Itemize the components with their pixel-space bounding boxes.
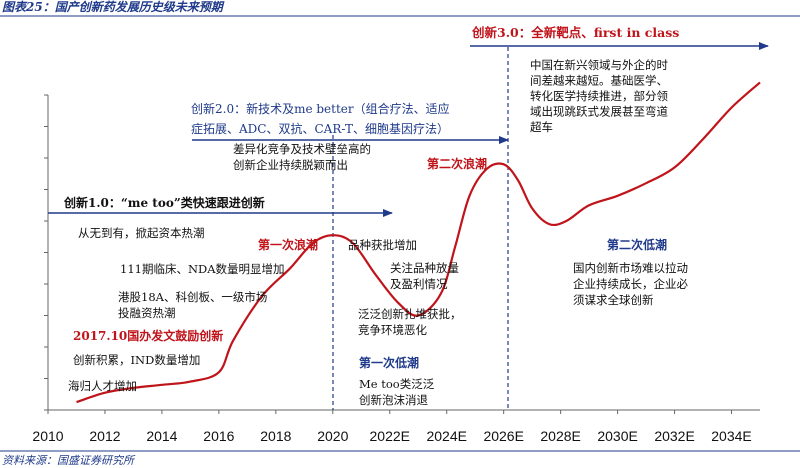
note-pan-innovation: 泛泛创新扎堆获批， 竞争环境恶化 <box>358 307 462 337</box>
note-line: 创新泡沫消退 <box>359 393 428 407</box>
note-line: Me too类泛泛 <box>359 377 435 391</box>
phase1-label: 创新1.0：“me too”类快速跟进创新 <box>63 195 265 210</box>
note-approvals: 品种获批增加 <box>348 238 417 252</box>
phase2-label-line1: 创新2.0：新技术及me better（组合疗法、适应 <box>191 101 450 116</box>
note-line: 港股18A、科创板、一级市场 <box>118 290 267 304</box>
note-metoo-bubble: Me too类泛泛创新泡沫消退 <box>359 377 435 407</box>
note-line: 泛泛创新扎堆获批， <box>358 307 462 321</box>
note-line: 企业持续成长，企业必 <box>573 277 688 291</box>
x-tick-label-2012: 2012 <box>89 428 120 444</box>
x-tick-label-2030E: 2030E <box>597 428 637 444</box>
innovation-trend-line <box>76 81 761 404</box>
x-tick-label-2032E: 2032E <box>654 428 694 444</box>
note-line: 转化医学持续推进，部分领 <box>530 89 668 103</box>
note-ind: 创新积累，IND数量增加 <box>73 353 200 367</box>
note-line: 差异化竞争及技术壁垒高的 <box>233 142 371 156</box>
source-note: 资料来源：国盛证券研究所 <box>2 454 136 467</box>
figure-title: 图表25：国产创新药发展历史级未来预期 <box>2 0 225 14</box>
x-tick-label-2018: 2018 <box>260 428 291 444</box>
note-line: 及盈利情况 <box>390 277 448 291</box>
note-line: 创新企业持续脱颖而出 <box>233 158 348 172</box>
note-domestic-market: 国内创新市场难以拉动企业持续成长，企业必须谋求全球创新 <box>573 261 688 307</box>
note-line: 超车 <box>530 120 553 134</box>
note-line: 中国在新兴领域与外企的时 <box>530 58 668 72</box>
note-from-zero: 从无到有，掀起资本热潮 <box>78 226 205 240</box>
wave1-label: 第一次浪潮 <box>258 237 318 252</box>
x-tick-label-2024E: 2024E <box>426 428 466 444</box>
trough2-label: 第二次低潮 <box>607 237 667 252</box>
note-policy-2017: 2017.10国办发文鼓励创新 <box>73 328 223 343</box>
wave2-label: 第二次浪潮 <box>427 156 487 171</box>
note-china-gap: 中国在新兴领域与外企的时间差越来越短。基础医学、转化医学持续推进，部分领域出现跳… <box>530 58 668 134</box>
note-line: 间差越来越短。基础医学、 <box>530 74 668 88</box>
x-tick-label-2022E: 2022E <box>370 428 410 444</box>
x-tick-label-2010: 2010 <box>32 428 63 444</box>
note-line: 投融资热潮 <box>118 306 176 320</box>
x-tick-label-2016: 2016 <box>203 428 234 444</box>
phase2-label: 创新2.0：新技术及me better（组合疗法、适应 症拓展、ADC、双抗、C… <box>191 101 453 136</box>
phase2-label-line2: 症拓展、ADC、双抗、CAR-T、细胞基因疗法） <box>191 121 449 136</box>
x-axis-tick-labels: 2010 2012 2014 2016 2018 2020 2022E 2024E 2026E 2… <box>32 428 751 444</box>
trough1-label: 第一次低潮 <box>359 355 419 370</box>
axes <box>44 94 760 414</box>
multi-line-notes: 港股18A、科创板、一级市场投融资热潮 差异化竞争及技术壁垒高的创新企业持续脱颖而… <box>118 58 688 407</box>
note-returnees: 海归人才增加 <box>68 379 137 393</box>
x-tick-label-2028E: 2028E <box>540 428 580 444</box>
note-line: 关注品种放量 <box>390 261 459 275</box>
x-tick-label-2014: 2014 <box>146 428 177 444</box>
x-tick-label-2020: 2020 <box>317 428 348 444</box>
note-volume: 关注品种放量及盈利情况 <box>390 261 459 291</box>
note-phase1-trial: 111期临床、NDA数量明显增加 <box>120 262 285 276</box>
note-line: 须谋求全球创新 <box>573 293 654 307</box>
note-line: 国内创新市场难以拉动 <box>573 261 688 275</box>
note-hk-listing: 港股18A、科创板、一级市场投融资热潮 <box>118 290 267 320</box>
note-line: 竞争环境恶化 <box>358 323 427 337</box>
x-tick-label-2034E: 2034E <box>711 428 751 444</box>
x-tick-label-2026E: 2026E <box>483 428 523 444</box>
phase3-label: 创新3.0：全新靶点、first in class <box>471 25 679 40</box>
note-differentiation: 差异化竞争及技术壁垒高的创新企业持续脱颖而出 <box>233 142 371 172</box>
note-line: 域出现跳跃式发展甚至弯道 <box>530 105 668 119</box>
